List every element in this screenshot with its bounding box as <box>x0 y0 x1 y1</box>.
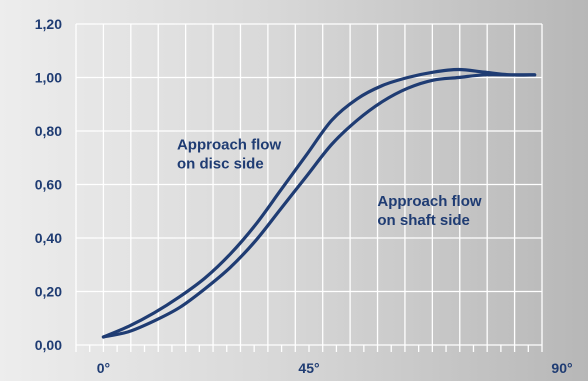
x-tick-label: 90° <box>551 360 572 376</box>
x-tick-label: 0° <box>97 360 110 376</box>
grid <box>75 23 543 352</box>
series-group <box>101 67 537 339</box>
annotation-1-line: Approach flow <box>177 137 281 154</box>
annotations: Approach flow on disc side Approach flow on… <box>177 137 482 229</box>
y-tick-label: 0,20 <box>35 284 62 300</box>
x-tick-label: 45° <box>298 360 319 376</box>
annotation-1-line: on disc side <box>177 156 264 173</box>
y-tick-label: 0,00 <box>35 337 62 353</box>
y-axis-ticks: 0,00 0,20 0,40 0,60 0,80 1,00 1,20 <box>35 16 62 353</box>
annotation-2-line: Approach flow <box>377 193 481 210</box>
series-line-2 <box>101 73 537 339</box>
y-tick-label: 1,20 <box>35 16 62 32</box>
annotation-2-line: on shaft side <box>377 212 470 229</box>
y-tick-label: 0,80 <box>35 123 62 139</box>
series-line-1 <box>101 67 537 339</box>
x-axis-ticks: 0° 45° 90° <box>97 360 573 376</box>
y-tick-label: 1,00 <box>35 70 62 86</box>
y-tick-label: 0,60 <box>35 177 62 193</box>
y-tick-label: 0,40 <box>35 230 62 246</box>
